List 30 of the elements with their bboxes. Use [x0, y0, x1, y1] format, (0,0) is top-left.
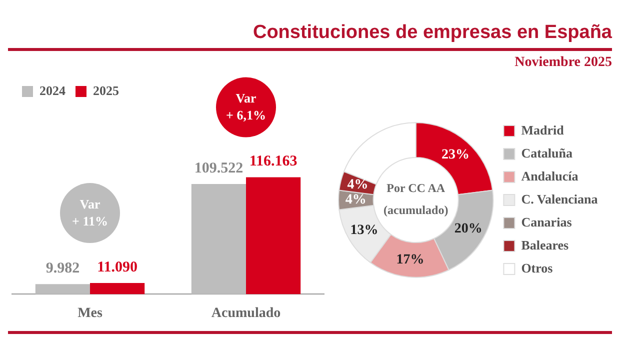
- data-label: 11.090: [97, 259, 138, 276]
- bar: [90, 283, 145, 294]
- legend-label: Madrid: [521, 122, 565, 138]
- legend-label: Otros: [521, 260, 553, 276]
- legend-label: Cataluña: [521, 145, 573, 160]
- legend-label: Canarias: [521, 214, 572, 230]
- data-label: 109.522: [194, 160, 244, 176]
- text: Var + 6,1%: [226, 90, 266, 123]
- annotation: Var + 11%: [72, 196, 108, 228]
- x-tick-label: Acumulado: [211, 306, 281, 322]
- legend-label: Baleares: [521, 237, 569, 252]
- data-label: 13%: [350, 223, 378, 238]
- data-label: 116.163: [249, 154, 298, 170]
- data-label: 4%: [347, 178, 368, 193]
- data-label: 4%: [345, 192, 366, 208]
- data-label: 17%: [396, 252, 424, 268]
- x-tick-label: Mes: [78, 306, 103, 322]
- bar: [35, 284, 90, 294]
- legend-label: C. Valenciana: [521, 191, 598, 206]
- data-label: 9.982: [46, 260, 80, 277]
- legend-label: Andalucía: [521, 168, 579, 184]
- legend-label: 2025: [93, 82, 120, 98]
- text: Constituciones de empresas en España: [252, 22, 612, 45]
- text: Por CC AA (acumulado): [384, 181, 448, 218]
- data-label: 23%: [441, 148, 470, 163]
- data-label: 20%: [454, 221, 482, 236]
- legend-label: 2024: [40, 82, 66, 98]
- chart-title: Noviembre 2025: [514, 55, 612, 72]
- bar: [246, 177, 301, 294]
- bar: [191, 184, 246, 294]
